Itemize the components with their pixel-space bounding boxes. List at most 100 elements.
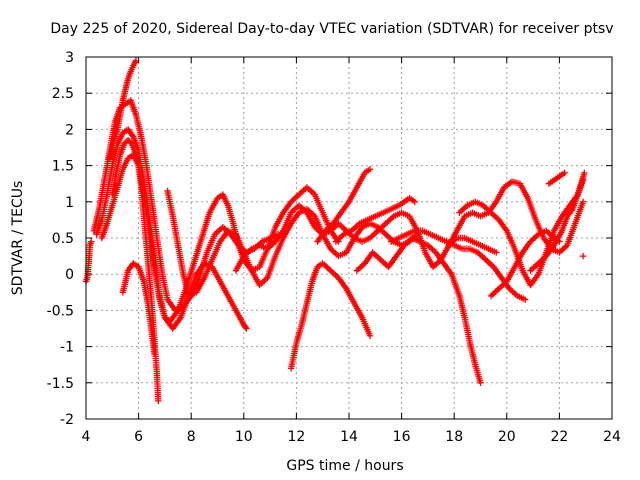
data-point	[579, 252, 587, 260]
data-point	[456, 209, 463, 216]
data-point	[306, 187, 314, 194]
y-tick-label: 1.5	[52, 159, 74, 175]
data-point	[243, 325, 250, 332]
plot-frame	[85, 56, 613, 420]
data-point	[369, 231, 377, 239]
data-point	[219, 223, 226, 231]
series-arc-17	[487, 227, 563, 300]
x-tick-label: 16	[393, 429, 411, 445]
series-arc-11	[314, 166, 374, 245]
data-point	[214, 228, 222, 235]
y-tick-label: 1	[65, 195, 74, 211]
data-point	[377, 256, 384, 263]
data-point	[151, 350, 158, 358]
data-point	[581, 169, 588, 177]
y-tick-label: 3	[65, 50, 74, 66]
data-point	[427, 244, 435, 252]
data-point	[497, 284, 504, 291]
y-tick-label: 0	[65, 267, 74, 283]
data-point	[292, 205, 300, 212]
data-point	[298, 188, 306, 195]
x-tick-label: 22	[550, 429, 568, 445]
data-point	[482, 256, 489, 263]
data-point	[489, 291, 496, 298]
data-point	[561, 169, 568, 177]
x-tick-label: 12	[287, 429, 305, 445]
data-point	[532, 234, 539, 241]
data-point	[328, 268, 336, 276]
x-axis-label: GPS time / hours	[286, 458, 403, 474]
data-point	[480, 255, 488, 262]
data-point	[327, 267, 334, 274]
data-point	[294, 192, 301, 200]
data-point	[336, 221, 344, 229]
data-point	[568, 207, 575, 214]
data-point	[292, 194, 300, 201]
data-point	[340, 224, 347, 232]
data-point	[366, 332, 374, 339]
series-arc-7	[119, 260, 158, 358]
data-point	[459, 206, 466, 213]
data-point	[557, 247, 565, 255]
data-point	[372, 252, 380, 259]
data-point	[330, 248, 337, 255]
data-point	[330, 270, 337, 277]
data-point	[487, 260, 494, 268]
data-point	[366, 166, 374, 173]
data-point	[324, 264, 331, 271]
data-point	[380, 259, 387, 266]
data-point	[490, 289, 498, 297]
data-point	[479, 253, 486, 261]
data-point	[261, 277, 268, 284]
x-tick-label: 8	[187, 429, 196, 445]
series-arc-18	[527, 176, 587, 274]
data-point	[433, 260, 440, 268]
data-point	[338, 223, 345, 230]
data-point	[297, 189, 304, 197]
data-point	[429, 246, 436, 253]
data-point	[353, 267, 361, 274]
data-point	[303, 184, 311, 191]
data-point	[355, 265, 362, 273]
data-point	[487, 292, 495, 300]
y-tick-label: 2	[65, 122, 74, 138]
data-point	[384, 218, 391, 226]
data-point	[509, 288, 516, 295]
data-point	[371, 230, 378, 237]
data-point	[492, 213, 499, 221]
y-tick-label: -0.5	[47, 303, 74, 319]
data-point	[579, 176, 587, 184]
data-point	[528, 265, 536, 273]
series-arc-19	[545, 169, 568, 187]
data-point	[259, 278, 266, 286]
series-arc-1	[82, 238, 95, 285]
data-point	[457, 208, 465, 215]
data-point	[460, 205, 468, 212]
data-point	[356, 264, 364, 271]
y-tick-label: -2	[60, 412, 74, 428]
chart-title: Day 225 of 2020, Sidereal Day-to-day VTE…	[50, 21, 613, 37]
data-point	[493, 249, 500, 256]
data-point	[358, 263, 365, 270]
data-point	[530, 264, 537, 271]
data-point	[527, 267, 534, 274]
data-point	[494, 286, 501, 294]
data-point	[490, 212, 498, 219]
data-point	[242, 324, 249, 331]
data-point	[291, 195, 298, 203]
data-point	[382, 231, 390, 238]
x-tick-label: 10	[235, 429, 253, 445]
data-point	[381, 221, 388, 229]
data-point	[492, 288, 499, 295]
y-tick-label: 0.5	[52, 231, 74, 247]
data-point	[305, 185, 312, 192]
data-point	[411, 198, 418, 205]
x-tick-label: 20	[498, 429, 516, 445]
data-point	[374, 253, 381, 261]
data-point	[530, 235, 537, 242]
y-tick-label: 2.5	[52, 86, 74, 102]
y-axis-label: SDTVAR / TECUs	[10, 181, 26, 296]
series-arc-12	[332, 194, 418, 245]
data-point	[382, 220, 390, 227]
